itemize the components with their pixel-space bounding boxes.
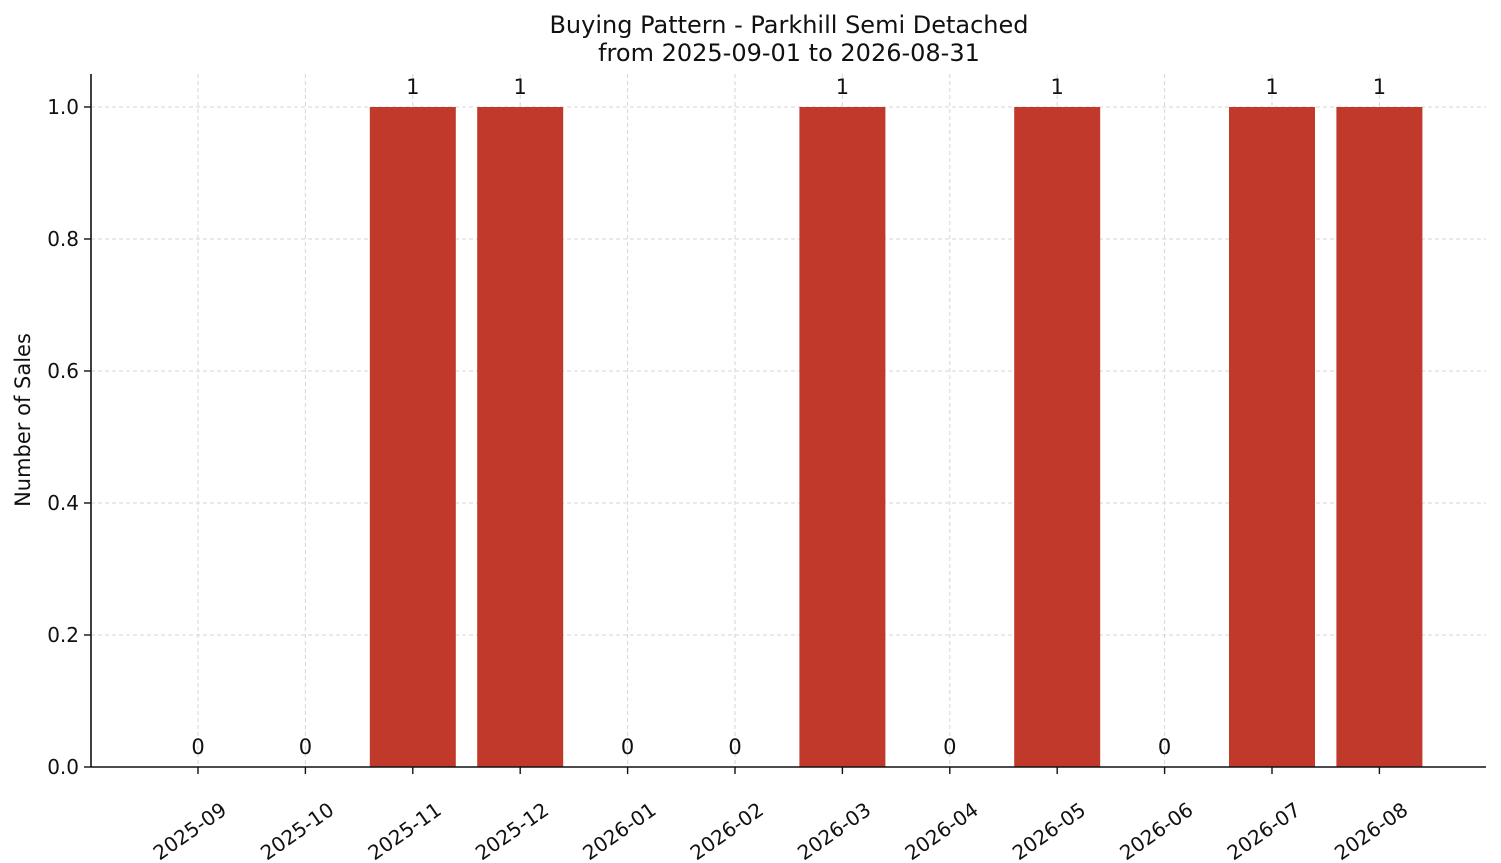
data-label: 0 <box>728 735 741 759</box>
data-label: 0 <box>1158 735 1171 759</box>
data-label: 1 <box>514 75 527 99</box>
data-labels: 0 0 1 1 0 0 1 0 1 0 1 1 <box>191 75 1386 759</box>
y-axis-label: Number of Sales <box>11 333 35 507</box>
y-tick-label: 1.0 <box>47 95 79 119</box>
x-tick-label: 2026-07 <box>1223 797 1305 863</box>
data-label: 1 <box>406 75 419 99</box>
data-label: 0 <box>621 735 634 759</box>
data-label: 0 <box>191 735 204 759</box>
data-label: 0 <box>943 735 956 759</box>
x-ticks: 2025-09 2025-10 2025-11 2025-12 2026-01 2026-… <box>149 767 1412 863</box>
data-label: 1 <box>1265 75 1278 99</box>
x-tick-label: 2026-02 <box>686 797 768 863</box>
y-tick-label: 0.8 <box>47 227 79 251</box>
bar-2026-05 <box>1014 107 1101 767</box>
x-tick-label: 2025-11 <box>363 797 445 863</box>
bar-2025-11 <box>369 107 456 767</box>
x-tick-label: 2025-12 <box>471 797 553 863</box>
y-tick-label: 0.2 <box>47 623 79 647</box>
x-tick-label: 2026-08 <box>1330 797 1412 863</box>
y-tick-label: 0.0 <box>47 755 79 779</box>
bar-2026-08 <box>1336 107 1423 767</box>
bar-2025-12 <box>477 107 564 767</box>
x-tick-label: 2026-04 <box>900 797 982 863</box>
data-label: 0 <box>299 735 312 759</box>
bars <box>369 107 1423 767</box>
data-label: 1 <box>836 75 849 99</box>
chart-title: Buying Pattern - Parkhill Semi Detached <box>549 11 1028 39</box>
x-tick-label: 2026-01 <box>578 797 660 863</box>
y-ticks: 0.0 0.2 0.4 0.6 0.8 1.0 <box>47 95 91 779</box>
y-tick-label: 0.6 <box>47 359 79 383</box>
x-tick-label: 2026-06 <box>1115 797 1197 863</box>
data-label: 1 <box>1051 75 1064 99</box>
x-tick-label: 2025-10 <box>256 797 338 863</box>
x-tick-label: 2026-03 <box>793 797 875 863</box>
chart-subtitle: from 2025-09-01 to 2026-08-31 <box>598 39 980 67</box>
axes <box>90 74 1486 768</box>
x-tick-label: 2026-05 <box>1008 797 1090 863</box>
y-tick-label: 0.4 <box>47 491 79 515</box>
x-tick-label: 2025-09 <box>149 797 231 863</box>
bar-2026-03 <box>799 107 886 767</box>
bar-2026-07 <box>1229 107 1315 767</box>
data-label: 1 <box>1373 75 1386 99</box>
